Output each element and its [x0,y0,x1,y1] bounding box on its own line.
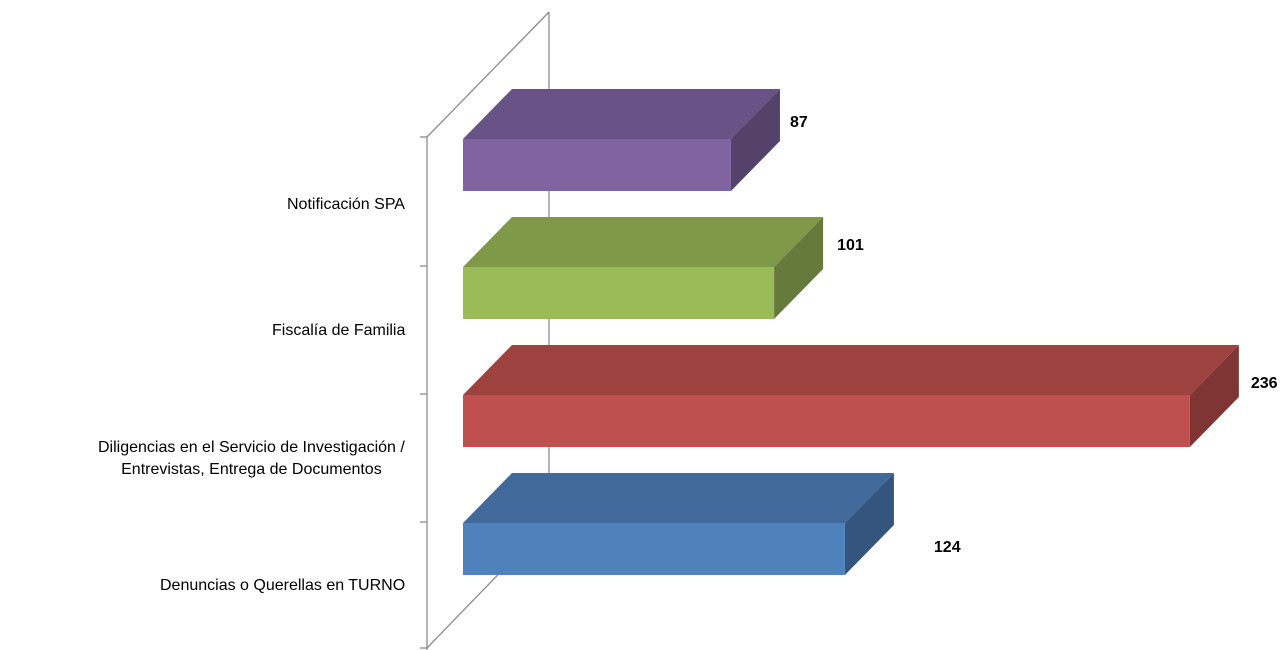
data-label: 101 [837,237,864,254]
bar-4 [463,473,894,575]
category-label-line: Fiscalía de Familia [272,322,406,339]
category-label-line: Denuncias o Querellas en TURNO [160,577,406,594]
bar-side-face [774,217,824,319]
bar-side-face [844,473,894,575]
data-label: 236 [1250,375,1278,392]
bar-front-face [463,523,845,575]
bar-top-face [463,217,824,267]
bar-front-face [463,395,1190,447]
bar-front-face [463,139,731,191]
bar-3 [463,345,1239,447]
category-label: Diligencias en el Servicio de Investigac… [98,437,405,481]
axis-top-depth-line [426,11,550,138]
bar-top-face [463,89,780,139]
data-label: 87 [789,114,808,131]
category-label-line: Entrevistas, Entrega de Documentos [121,461,382,478]
bar-front-face [463,267,775,319]
category-label: Fiscalía de Familia [272,320,405,342]
category-label-line: Diligencias en el Servicio de Investigac… [98,439,405,456]
bar-top-face [463,345,1239,395]
bar-1 [463,89,780,191]
bar-side-face [1189,345,1239,447]
bar-top-face [463,473,894,523]
bar-2 [463,217,824,319]
category-label: Denuncias o Querellas en TURNO [160,575,405,597]
data-label: 124 [933,539,961,556]
category-label: Notificación SPA [287,194,405,216]
bar-side-face [730,89,780,191]
category-label-line: Notificación SPA [287,196,405,213]
